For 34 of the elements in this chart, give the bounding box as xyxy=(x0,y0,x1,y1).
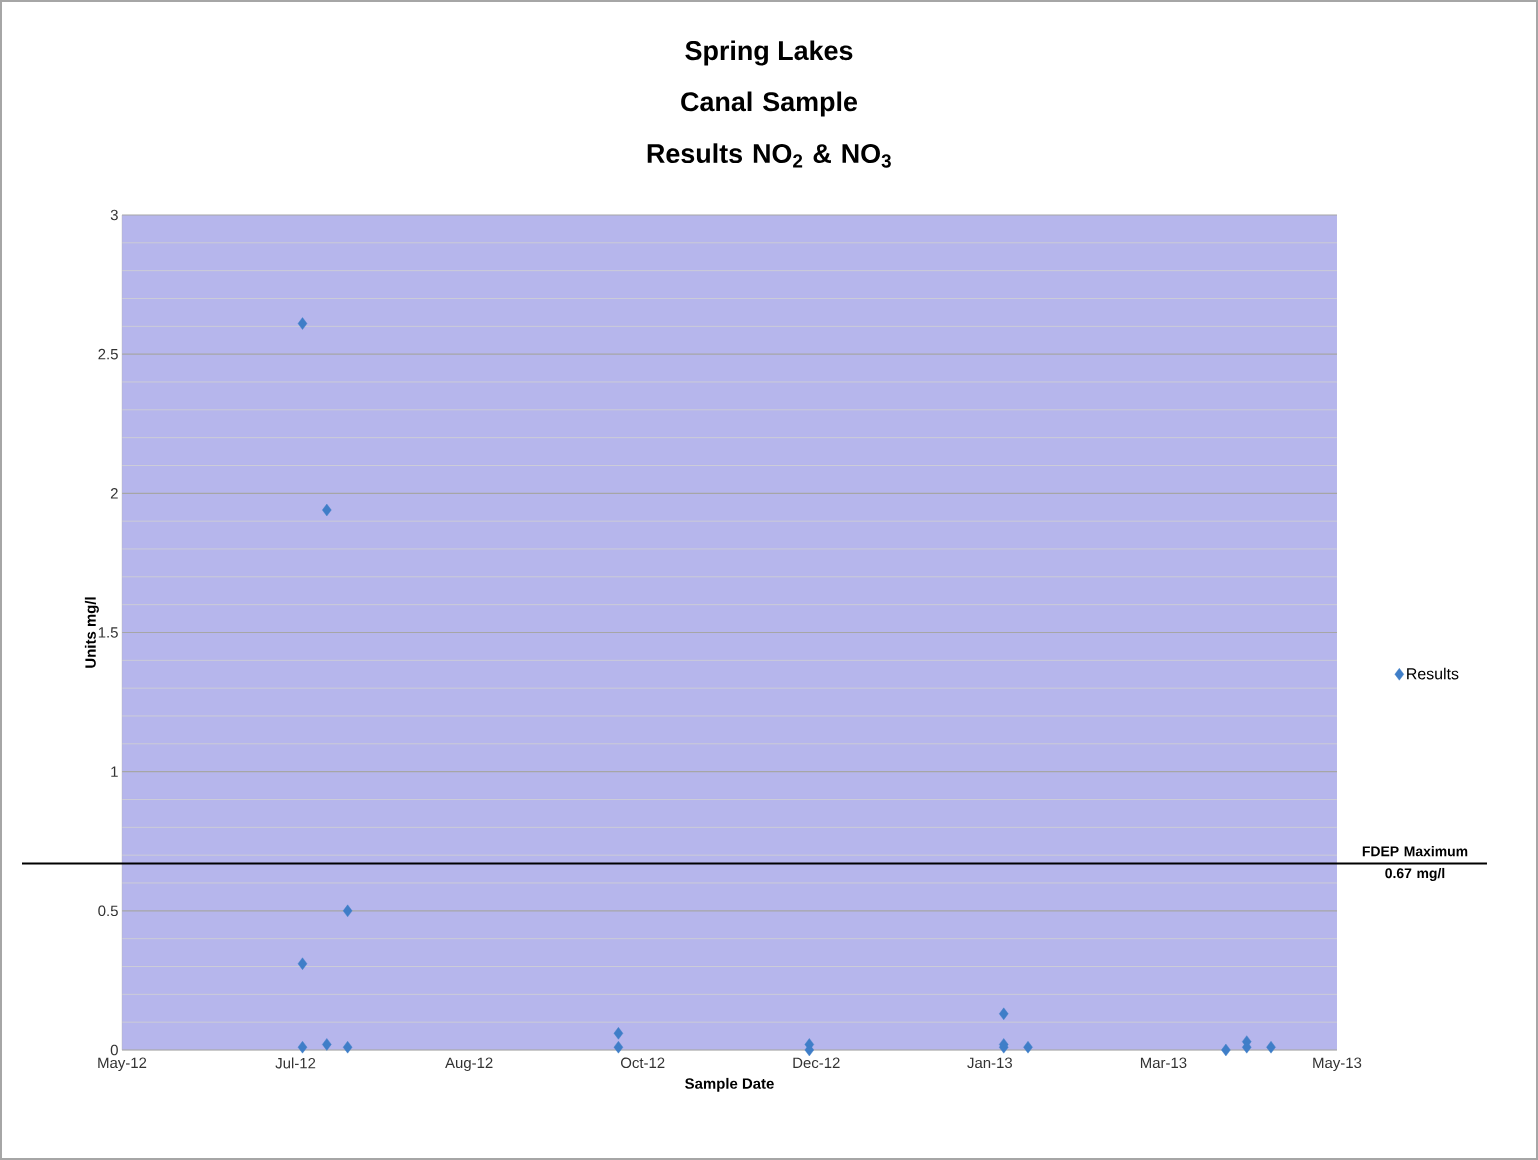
point xyxy=(297,1041,308,1054)
point xyxy=(322,1038,332,1051)
point xyxy=(999,1007,1009,1021)
point xyxy=(297,317,308,330)
y-axis-title: Units mg/l xyxy=(84,597,99,668)
chart-subtitle: Canal Sample Results NO$_{2}$ & NO$_{3}$ xyxy=(647,91,891,168)
x-tick-label: Mar-13 xyxy=(1140,1057,1187,1069)
y-tick-label: 1.5 xyxy=(98,627,118,638)
point xyxy=(297,957,308,970)
point xyxy=(1023,1041,1033,1054)
chart-title: Spring Lakes xyxy=(685,40,853,66)
point xyxy=(342,1041,353,1054)
y-tick-label: 2 xyxy=(110,488,118,499)
x-tick-label: Jan-13 xyxy=(967,1057,1013,1069)
point xyxy=(1221,1043,1231,1057)
x-tick-label: Jul-12 xyxy=(275,1057,316,1069)
x-axis-title: Sample Date xyxy=(685,1077,774,1092)
x-tick-label: Oct-12 xyxy=(620,1057,665,1069)
point xyxy=(342,904,353,918)
x-tick-label: May-12 xyxy=(98,1057,147,1072)
x-tick-label: Aug-12 xyxy=(445,1057,493,1072)
y-tick-label: 1 xyxy=(111,766,118,777)
point xyxy=(1266,1041,1276,1054)
y-tick-label: 3 xyxy=(110,209,118,221)
y-tick-label: 0 xyxy=(110,1044,118,1056)
legend-label: Results xyxy=(1407,667,1459,680)
y-tick-label: 2.5 xyxy=(98,348,118,360)
x-tick-label: Dec-12 xyxy=(793,1057,840,1069)
ref-line-label: FDEP Maximum 0.67 mg/l xyxy=(1362,846,1468,881)
point xyxy=(613,1027,624,1040)
y-tick-label: 0.5 xyxy=(98,905,118,917)
x-tick-label: May-13 xyxy=(1313,1057,1362,1072)
point xyxy=(322,503,332,517)
point xyxy=(613,1041,624,1054)
